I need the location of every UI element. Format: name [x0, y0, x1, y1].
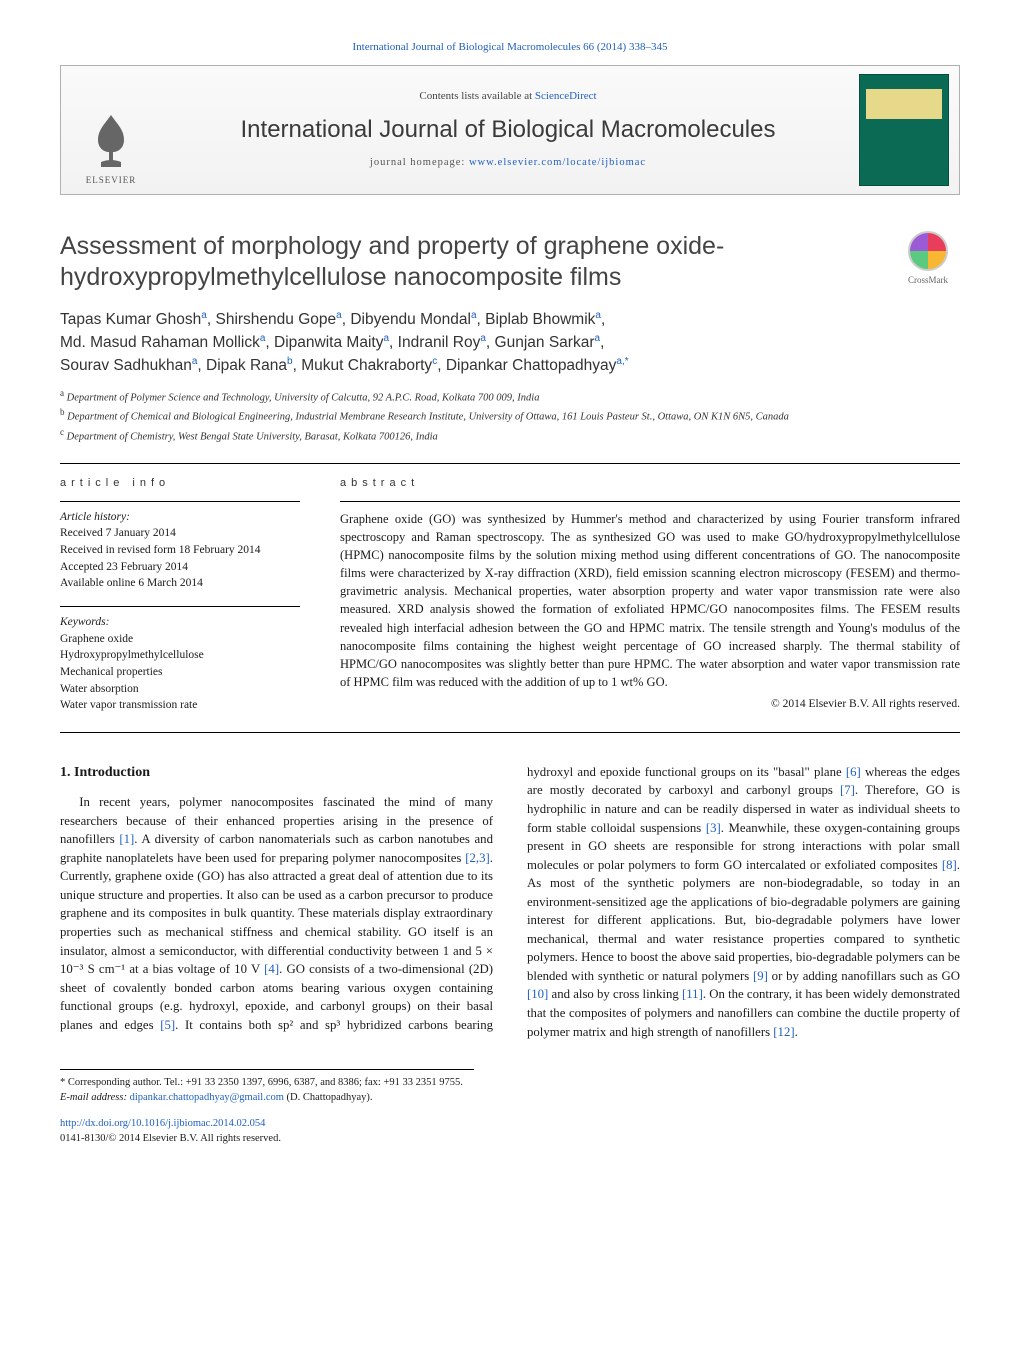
abstract-copyright: © 2014 Elsevier B.V. All rights reserved…: [340, 697, 960, 713]
issn-copyright: 0141-8130/© 2014 Elsevier B.V. All right…: [60, 1133, 281, 1144]
section-heading: 1. Introduction: [60, 763, 493, 783]
abstract-column: abstract Graphene oxide (GO) was synthes…: [340, 476, 960, 714]
journal-homepage: journal homepage: www.elsevier.com/locat…: [370, 156, 646, 170]
author-list: Tapas Kumar Ghosha, Shirshendu Gopea, Di…: [60, 309, 960, 377]
publisher-name: ELSEVIER: [86, 174, 137, 186]
journal-homepage-link[interactable]: www.elsevier.com/locate/ijbiomac: [469, 157, 646, 168]
article-title: Assessment of morphology and property of…: [60, 231, 882, 294]
running-head: International Journal of Biological Macr…: [60, 40, 960, 55]
abstract-text: Graphene oxide (GO) was synthesized by H…: [340, 510, 960, 691]
abstract-heading: abstract: [340, 476, 960, 491]
divider: [60, 732, 960, 733]
citation-link[interactable]: [10]: [527, 987, 548, 1001]
affiliations: a Department of Polymer Science and Tech…: [60, 387, 960, 445]
article-info-heading: article info: [60, 476, 300, 491]
citation-link[interactable]: [2,3]: [465, 851, 490, 865]
keywords-label: Keywords:: [60, 615, 300, 631]
footnotes: * Corresponding author. Tel.: +91 33 235…: [60, 1069, 474, 1105]
running-head-link[interactable]: International Journal of Biological Macr…: [353, 41, 668, 53]
doi-link[interactable]: http://dx.doi.org/10.1016/j.ijbiomac.201…: [60, 1118, 265, 1129]
divider: [60, 463, 960, 464]
intro-paragraph: In recent years, polymer nanocomposites …: [60, 763, 960, 1041]
citation-link[interactable]: [8]: [942, 858, 957, 872]
publisher-logo: ELSEVIER: [61, 66, 161, 194]
citation-link[interactable]: [11]: [682, 987, 703, 1001]
contents-line: Contents lists available at ScienceDirec…: [419, 89, 596, 104]
sciencedirect-link[interactable]: ScienceDirect: [535, 90, 597, 102]
history-label: Article history:: [60, 510, 300, 526]
article-info-column: article info Article history: Received 7…: [60, 476, 300, 714]
crossmark-icon: [908, 231, 948, 271]
journal-name: International Journal of Biological Macr…: [241, 114, 776, 146]
journal-cover-thumb: [859, 74, 949, 186]
citation-link[interactable]: [3]: [706, 821, 721, 835]
crossmark-badge[interactable]: CrossMark: [896, 231, 960, 286]
corresponding-author: * Corresponding author. Tel.: +91 33 235…: [60, 1076, 474, 1091]
doi-block: http://dx.doi.org/10.1016/j.ijbiomac.201…: [60, 1117, 960, 1146]
citation-link[interactable]: [4]: [264, 962, 279, 976]
keywords-list: Graphene oxide Hydroxypropylmethylcellul…: [60, 631, 300, 714]
corresponding-email: E-mail address: dipankar.chattopadhyay@g…: [60, 1091, 474, 1106]
citation-link[interactable]: [9]: [753, 969, 768, 983]
crossmark-label: CrossMark: [908, 274, 948, 286]
journal-header: ELSEVIER Contents lists available at Sci…: [60, 65, 960, 195]
divider: [60, 501, 300, 502]
citation-link[interactable]: [12]: [773, 1025, 794, 1039]
divider: [60, 606, 300, 607]
divider: [340, 501, 960, 502]
history-lines: Received 7 January 2014 Received in revi…: [60, 525, 300, 592]
citation-link[interactable]: [6]: [846, 765, 861, 779]
body-text: 1. Introduction In recent years, polymer…: [60, 763, 960, 1041]
citation-link[interactable]: [7]: [840, 783, 855, 797]
citation-link[interactable]: [5]: [160, 1018, 175, 1032]
citation-link[interactable]: [1]: [119, 832, 134, 846]
email-link[interactable]: dipankar.chattopadhyay@gmail.com: [130, 1092, 284, 1103]
elsevier-tree-icon: [86, 110, 136, 170]
